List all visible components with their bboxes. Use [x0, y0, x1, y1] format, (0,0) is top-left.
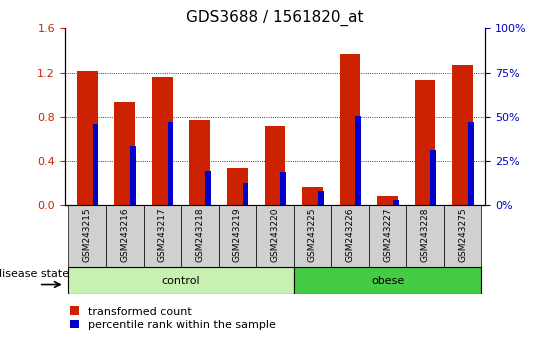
- Text: obese: obese: [371, 275, 404, 286]
- Text: GSM243219: GSM243219: [233, 208, 242, 262]
- Bar: [243, 183, 248, 205]
- Text: GSM243217: GSM243217: [158, 208, 167, 262]
- Bar: [152, 77, 172, 205]
- Bar: [93, 124, 98, 205]
- Bar: [377, 196, 398, 205]
- Bar: [294, 267, 481, 294]
- Bar: [431, 150, 436, 205]
- Text: GSM243218: GSM243218: [195, 208, 204, 262]
- Bar: [181, 205, 219, 267]
- Text: control: control: [162, 275, 201, 286]
- Bar: [77, 72, 98, 205]
- Bar: [227, 168, 248, 205]
- Bar: [168, 122, 174, 205]
- Text: GSM243228: GSM243228: [420, 208, 430, 262]
- Bar: [280, 172, 286, 205]
- Bar: [318, 192, 323, 205]
- Text: GSM243215: GSM243215: [82, 208, 92, 262]
- Text: GSM243216: GSM243216: [120, 208, 129, 262]
- Text: GSM243227: GSM243227: [383, 208, 392, 262]
- Bar: [468, 122, 474, 205]
- Text: GSM243220: GSM243220: [271, 208, 279, 262]
- Bar: [414, 80, 436, 205]
- Bar: [369, 205, 406, 267]
- Bar: [302, 187, 323, 205]
- Text: GSM243275: GSM243275: [458, 208, 467, 262]
- Bar: [265, 126, 285, 205]
- Bar: [190, 120, 210, 205]
- Bar: [130, 145, 136, 205]
- Bar: [355, 116, 361, 205]
- Bar: [452, 65, 473, 205]
- Bar: [68, 205, 106, 267]
- Legend: transformed count, percentile rank within the sample: transformed count, percentile rank withi…: [70, 307, 276, 330]
- Bar: [406, 205, 444, 267]
- Bar: [444, 205, 481, 267]
- Bar: [393, 200, 398, 205]
- Bar: [219, 205, 256, 267]
- Bar: [143, 205, 181, 267]
- Title: GDS3688 / 1561820_at: GDS3688 / 1561820_at: [186, 9, 364, 25]
- Bar: [68, 267, 294, 294]
- Text: GSM243226: GSM243226: [345, 208, 355, 262]
- Bar: [114, 102, 135, 205]
- Bar: [205, 171, 211, 205]
- Text: disease state: disease state: [0, 269, 70, 279]
- Bar: [340, 54, 360, 205]
- Bar: [331, 205, 369, 267]
- Bar: [256, 205, 294, 267]
- Bar: [106, 205, 143, 267]
- Text: GSM243225: GSM243225: [308, 208, 317, 262]
- Bar: [294, 205, 331, 267]
